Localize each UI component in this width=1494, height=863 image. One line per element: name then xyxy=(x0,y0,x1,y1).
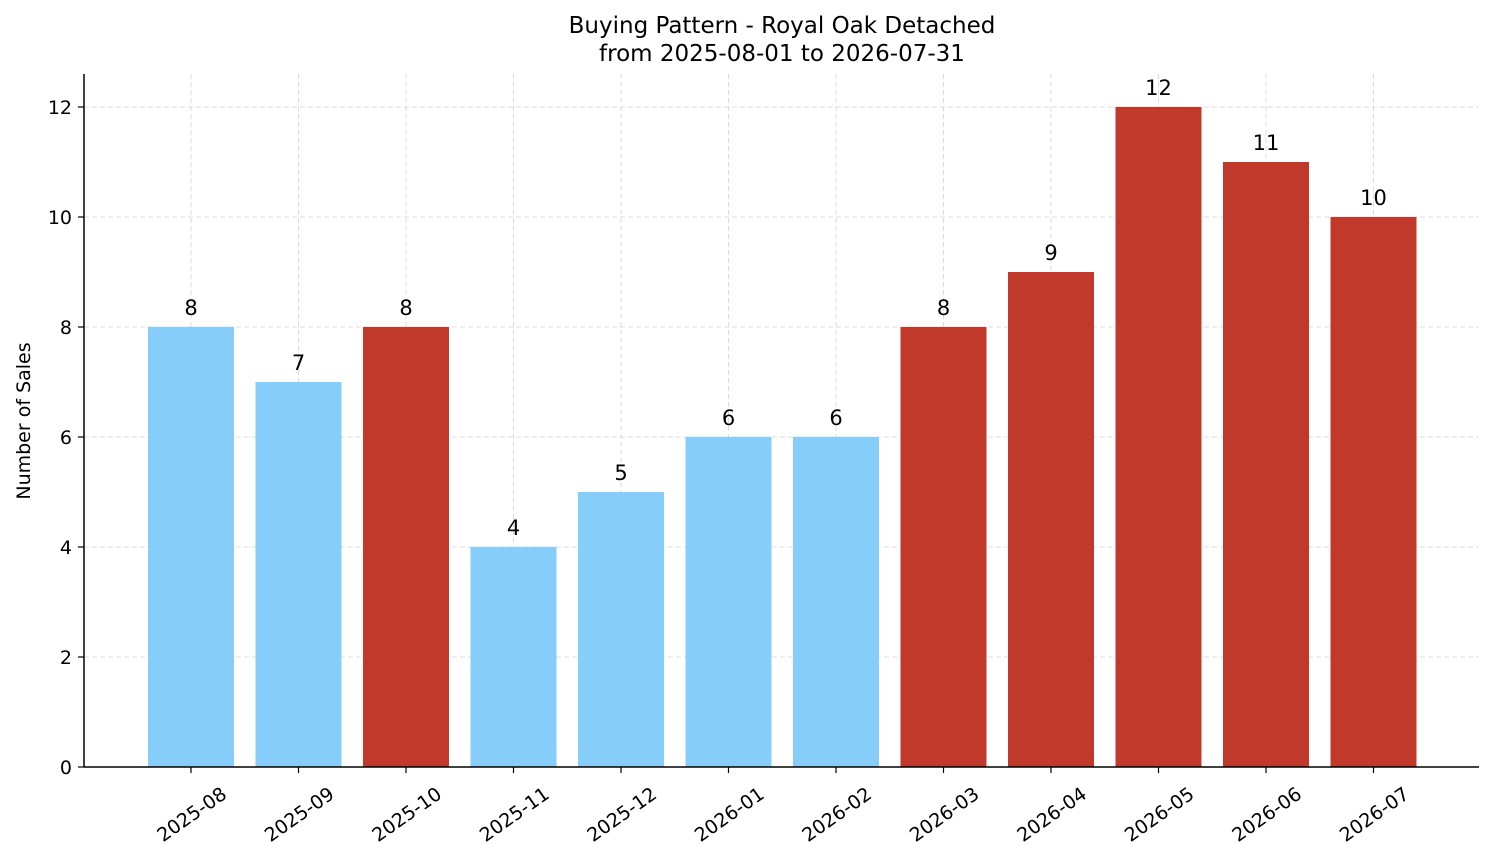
y-tick-label: 12 xyxy=(48,97,72,119)
bars xyxy=(148,107,1417,767)
bar-value-label: 10 xyxy=(1360,186,1387,210)
axes xyxy=(83,74,1479,768)
bar-2025-12 xyxy=(578,492,664,767)
x-tick-label: 2026-05 xyxy=(1121,783,1199,847)
bar-2026-02 xyxy=(793,437,879,767)
x-tick-label: 2026-04 xyxy=(1013,783,1091,847)
y-tick-label: 0 xyxy=(60,757,72,779)
x-tick-label: 2026-07 xyxy=(1336,783,1414,847)
bar-2026-07 xyxy=(1330,217,1417,767)
bar-value-label: 5 xyxy=(614,461,627,485)
bar-value-label: 8 xyxy=(937,296,950,320)
y-tick-label: 10 xyxy=(48,207,72,229)
bar-2026-05 xyxy=(1115,107,1202,767)
bar-value-label: 6 xyxy=(722,406,735,430)
bar-2025-09 xyxy=(255,382,342,767)
x-ticks: 2025-08 2025-09 2025-10 2025-11 2025-12 2026-… xyxy=(153,767,1413,847)
y-tick-label: 4 xyxy=(60,537,72,559)
x-tick-label: 2025-11 xyxy=(476,783,554,847)
chart-subtitle: from 2025-08-01 to 2026-07-31 xyxy=(599,41,965,67)
bar-value-label: 9 xyxy=(1044,241,1057,265)
bar-value-label: 12 xyxy=(1145,76,1172,100)
bar-2025-08 xyxy=(148,327,234,767)
x-tick-label: 2025-08 xyxy=(153,783,231,847)
bar-2026-06 xyxy=(1223,162,1309,767)
y-ticks: 0 2 4 6 8 10 12 xyxy=(48,97,84,779)
y-tick-label: 2 xyxy=(60,647,72,669)
bar-labels: 8 7 8 4 5 6 6 8 9 12 11 10 xyxy=(184,76,1387,540)
bar-2025-11 xyxy=(470,547,557,767)
x-tick-label: 2026-03 xyxy=(906,783,984,847)
chart-title: Buying Pattern - Royal Oak Detached xyxy=(569,13,996,39)
y-tick-label: 6 xyxy=(60,427,72,449)
bar-value-label: 4 xyxy=(507,516,520,540)
bar-value-label: 8 xyxy=(399,296,412,320)
bar-2026-01 xyxy=(685,437,772,767)
x-tick-label: 2026-02 xyxy=(798,783,876,847)
y-axis-label: Number of Sales xyxy=(13,342,35,499)
bar-2026-04 xyxy=(1008,272,1094,767)
x-tick-label: 2026-06 xyxy=(1228,783,1306,847)
x-tick-label: 2025-10 xyxy=(368,783,446,847)
bar-2026-03 xyxy=(900,327,987,767)
bar-value-label: 7 xyxy=(292,351,305,375)
bar-value-label: 8 xyxy=(184,296,197,320)
y-tick-label: 8 xyxy=(60,317,72,339)
bar-value-label: 11 xyxy=(1253,131,1280,155)
bar-value-label: 6 xyxy=(829,406,842,430)
x-tick-label: 2025-12 xyxy=(583,783,661,847)
bar-2025-10 xyxy=(363,327,449,767)
x-tick-label: 2025-09 xyxy=(261,783,339,847)
x-tick-label: 2026-01 xyxy=(691,783,769,847)
